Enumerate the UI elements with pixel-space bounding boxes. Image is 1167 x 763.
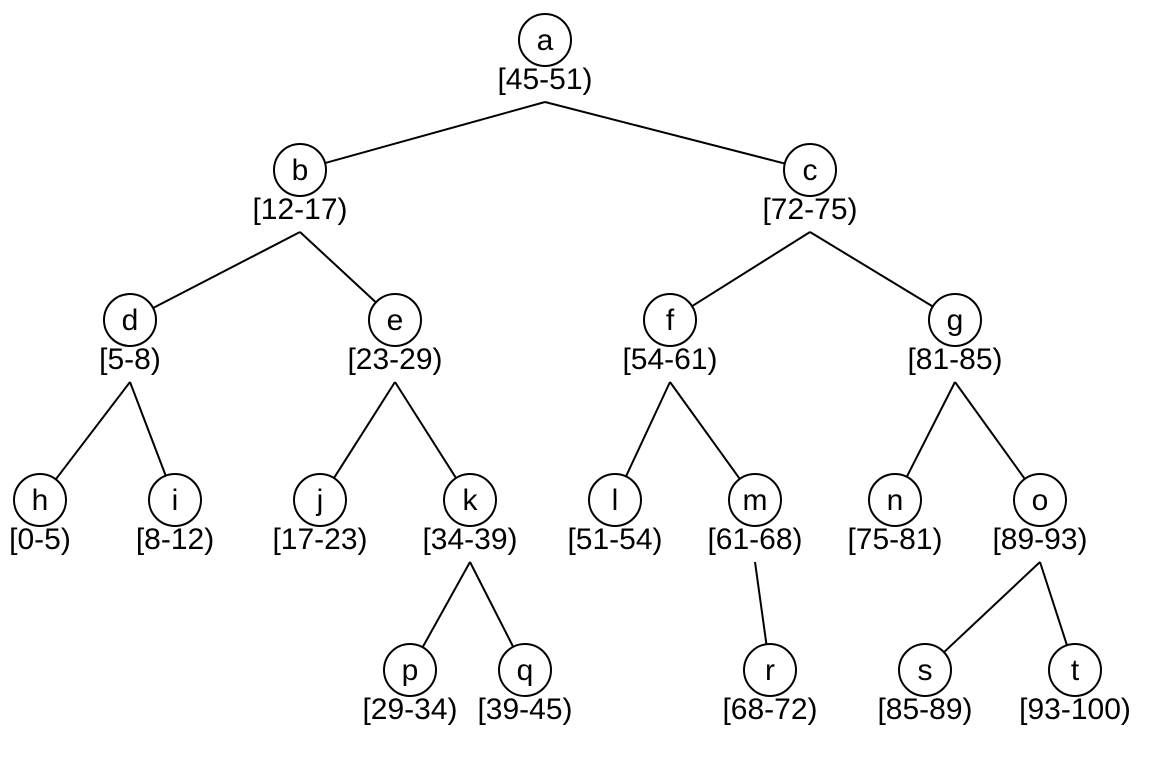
node-label-i: i: [172, 484, 179, 517]
node-e: e [23-29): [347, 294, 442, 376]
node-label-d: d: [122, 304, 139, 337]
edge-e-k: [395, 382, 456, 478]
node-range-n: [75-81): [847, 523, 942, 556]
edge-a-b: [325, 102, 545, 163]
node-label-q: q: [517, 654, 534, 687]
node-label-c: c: [803, 154, 818, 187]
node-g: g [81-85): [907, 294, 1002, 376]
node-t: t [93-100): [1019, 644, 1131, 726]
node-range-j: [17-23): [272, 523, 367, 556]
node-b: b [12-17): [252, 144, 347, 226]
node-label-p: p: [402, 654, 419, 687]
node-label-r: r: [765, 654, 775, 687]
node-range-r: [68-72): [722, 693, 817, 726]
node-d: d [5-8): [99, 294, 161, 376]
edge-c-g: [810, 232, 933, 307]
edge-d-i: [130, 382, 166, 476]
edge-f-m: [670, 382, 740, 479]
node-range-a: [45-51): [497, 63, 592, 96]
node-k: k [34-39): [422, 474, 517, 556]
node-label-l: l: [612, 484, 619, 517]
edges-layer: [56, 102, 1067, 652]
node-f: f [54-61): [622, 294, 717, 376]
node-l: l [51-54): [567, 474, 662, 556]
node-range-q: [39-45): [477, 693, 572, 726]
node-range-l: [51-54): [567, 523, 662, 556]
node-q: q [39-45): [477, 644, 572, 726]
node-c: c [72-75): [762, 144, 857, 226]
edge-o-s: [944, 562, 1040, 652]
node-label-s: s: [918, 654, 933, 687]
node-j: j [17-23): [272, 474, 367, 556]
node-range-c: [72-75): [762, 193, 857, 226]
node-i: i [8-12): [136, 474, 214, 556]
node-range-f: [54-61): [622, 343, 717, 376]
edge-b-d: [153, 232, 300, 308]
edge-o-t: [1040, 562, 1067, 645]
edge-a-c: [545, 102, 785, 164]
node-label-t: t: [1071, 654, 1080, 687]
node-label-o: o: [1032, 484, 1049, 517]
node-range-b: [12-17): [252, 193, 347, 226]
node-range-s: [85-89): [877, 693, 972, 726]
nodes-layer: a [45-51) b [12-17) c [72-75) d [5-8) e [23-29) f […: [9, 14, 1131, 726]
node-range-e: [23-29): [347, 343, 442, 376]
node-label-n: n: [887, 484, 904, 517]
node-r: r [68-72): [722, 644, 817, 726]
node-range-p: [29-34): [362, 693, 457, 726]
node-label-b: b: [292, 154, 309, 187]
node-n: n [75-81): [847, 474, 942, 556]
node-label-e: e: [387, 304, 404, 337]
node-label-g: g: [947, 304, 964, 337]
edge-k-q: [470, 562, 513, 647]
node-range-k: [34-39): [422, 523, 517, 556]
node-range-o: [89-93): [992, 523, 1087, 556]
node-range-d: [5-8): [99, 343, 161, 376]
node-label-h: h: [32, 484, 49, 517]
node-s: s [85-89): [877, 644, 972, 726]
edge-f-l: [626, 382, 670, 476]
node-range-i: [8-12): [136, 523, 214, 556]
node-range-h: [0-5): [9, 523, 71, 556]
node-m: m [61-68): [707, 474, 802, 556]
node-a: a [45-51): [497, 14, 592, 96]
edge-g-n: [907, 382, 955, 477]
tree-diagram: a [45-51) b [12-17) c [72-75) d [5-8) e [23-29) f […: [0, 0, 1167, 763]
node-label-m: m: [743, 484, 768, 517]
edge-k-p: [423, 562, 470, 647]
edge-c-f: [692, 232, 810, 306]
node-range-g: [81-85): [907, 343, 1002, 376]
node-label-f: f: [666, 304, 675, 337]
node-p: p [29-34): [362, 644, 457, 726]
edge-g-o: [955, 382, 1025, 479]
node-range-m: [61-68): [707, 523, 802, 556]
edge-b-e: [300, 232, 376, 302]
node-label-k: k: [463, 484, 479, 517]
node-label-j: j: [316, 484, 324, 517]
edge-d-h: [56, 382, 130, 479]
node-label-a: a: [537, 24, 554, 57]
node-h: h [0-5): [9, 474, 71, 556]
node-range-t: [93-100): [1019, 693, 1131, 726]
edge-m-r: [755, 562, 766, 644]
node-o: o [89-93): [992, 474, 1087, 556]
edge-e-j: [334, 382, 395, 478]
